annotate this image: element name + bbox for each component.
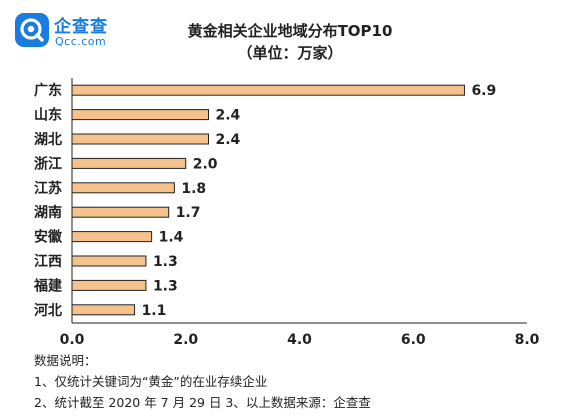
data-label: 1.7	[176, 205, 201, 221]
data-label: 1.8	[181, 181, 206, 197]
data-notes: 数据说明： 1、仅统计关键词为“黄金”的在业存续企业 2、统计截至 2020 年…	[34, 350, 371, 413]
data-label: 6.9	[471, 83, 496, 99]
x-tick-label: 0.0	[60, 332, 85, 348]
y-tick-label: 江苏	[34, 180, 62, 197]
bar	[71, 157, 187, 169]
data-label: 1.3	[153, 254, 178, 270]
bar	[71, 255, 147, 267]
x-tick-label: 4.0	[287, 332, 312, 348]
y-tick-label: 江西	[34, 253, 62, 270]
bar	[71, 231, 153, 243]
bar	[71, 304, 136, 316]
data-label: 2.0	[193, 156, 218, 172]
y-tick-label: 安徽	[34, 229, 63, 246]
y-tick-label: 湖北	[34, 132, 62, 148]
data-label: 2.4	[216, 108, 241, 124]
x-tick-label: 6.0	[401, 332, 426, 348]
data-label: 1.4	[159, 230, 184, 246]
chart-subtitle: （单位：万家）	[237, 44, 343, 62]
data-label: 1.3	[153, 278, 178, 294]
bar	[71, 84, 465, 96]
data-label: 2.4	[216, 132, 241, 148]
notes-line-2: 2、统计截至 2020 年 7 月 29 日 3、以上数据来源：企查查	[34, 395, 371, 410]
y-tick-label: 浙江	[34, 155, 62, 172]
y-tick-label: 广东	[34, 82, 62, 99]
chart-title: 黄金相关企业地域分布TOP10	[187, 22, 393, 40]
notes-heading: 数据说明：	[34, 353, 97, 368]
brand-domain: Qcc.com	[55, 35, 107, 48]
x-tick-label: 8.0	[515, 332, 540, 348]
bar	[71, 182, 175, 194]
y-tick-label: 河北	[34, 302, 62, 319]
bar	[71, 279, 147, 291]
y-tick-label: 福建	[33, 277, 62, 294]
y-tick-label: 湖南	[34, 204, 62, 221]
brand-logo: 企查查 Qcc.com	[14, 8, 124, 52]
data-label: 1.1	[142, 303, 167, 319]
bar	[71, 133, 209, 145]
y-tick-label: 山东	[34, 107, 62, 124]
x-tick-label: 2.0	[173, 332, 198, 348]
bar	[71, 109, 209, 121]
brand-name: 企查查	[54, 17, 108, 37]
qcc-logo-icon	[15, 13, 49, 47]
notes-line-1: 1、仅统计关键词为“黄金”的在业存续企业	[34, 374, 268, 389]
bar	[71, 206, 170, 218]
